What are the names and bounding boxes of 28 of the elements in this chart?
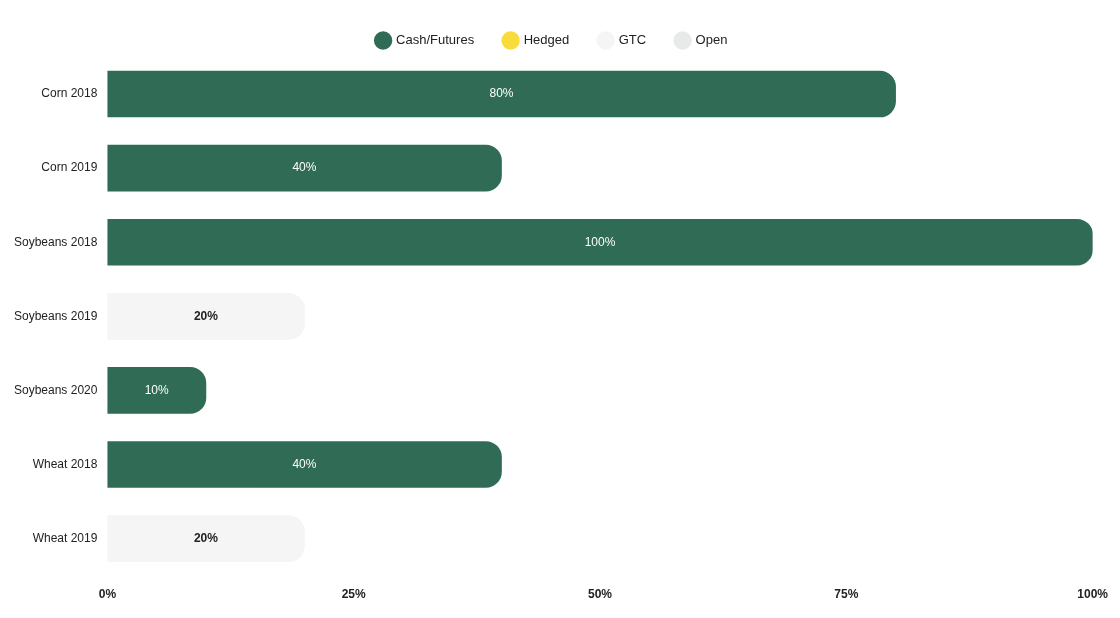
x-tick-label: 25% (341, 587, 367, 602)
data-label: 40% (292, 456, 317, 471)
data-label: 10% (144, 382, 169, 397)
x-tick-label: 0% (98, 587, 117, 602)
y-tick-label: Corn 2019 (41, 160, 98, 175)
y-tick-label: Corn 2018 (41, 86, 98, 101)
y-tick-label: Wheat 2018 (32, 456, 98, 471)
bar (107, 218, 1093, 266)
legend-label: Cash/Futures (396, 32, 475, 48)
data-label: 40% (292, 160, 317, 175)
bar (107, 441, 502, 488)
y-tick-label: Soybeans 2019 (14, 308, 98, 323)
legend-label: Hedged (523, 32, 570, 48)
bar (107, 70, 896, 118)
bar (107, 367, 207, 414)
bar (107, 144, 502, 192)
data-label: 100% (584, 234, 616, 249)
x-tick-label: 75% (834, 587, 859, 602)
x-tick-label: 100% (1077, 587, 1109, 602)
legend-label: Open (695, 32, 728, 48)
data-label: 20% (193, 308, 219, 323)
y-tick-label: Soybeans 2018 (14, 234, 98, 249)
y-tick-label: Soybeans 2020 (14, 382, 98, 397)
legend-label: GTC (618, 32, 647, 48)
data-label: 80% (489, 86, 514, 101)
y-tick-label: Wheat 2019 (32, 530, 98, 545)
x-tick-label: 50% (588, 587, 613, 602)
data-label: 20% (193, 530, 219, 545)
